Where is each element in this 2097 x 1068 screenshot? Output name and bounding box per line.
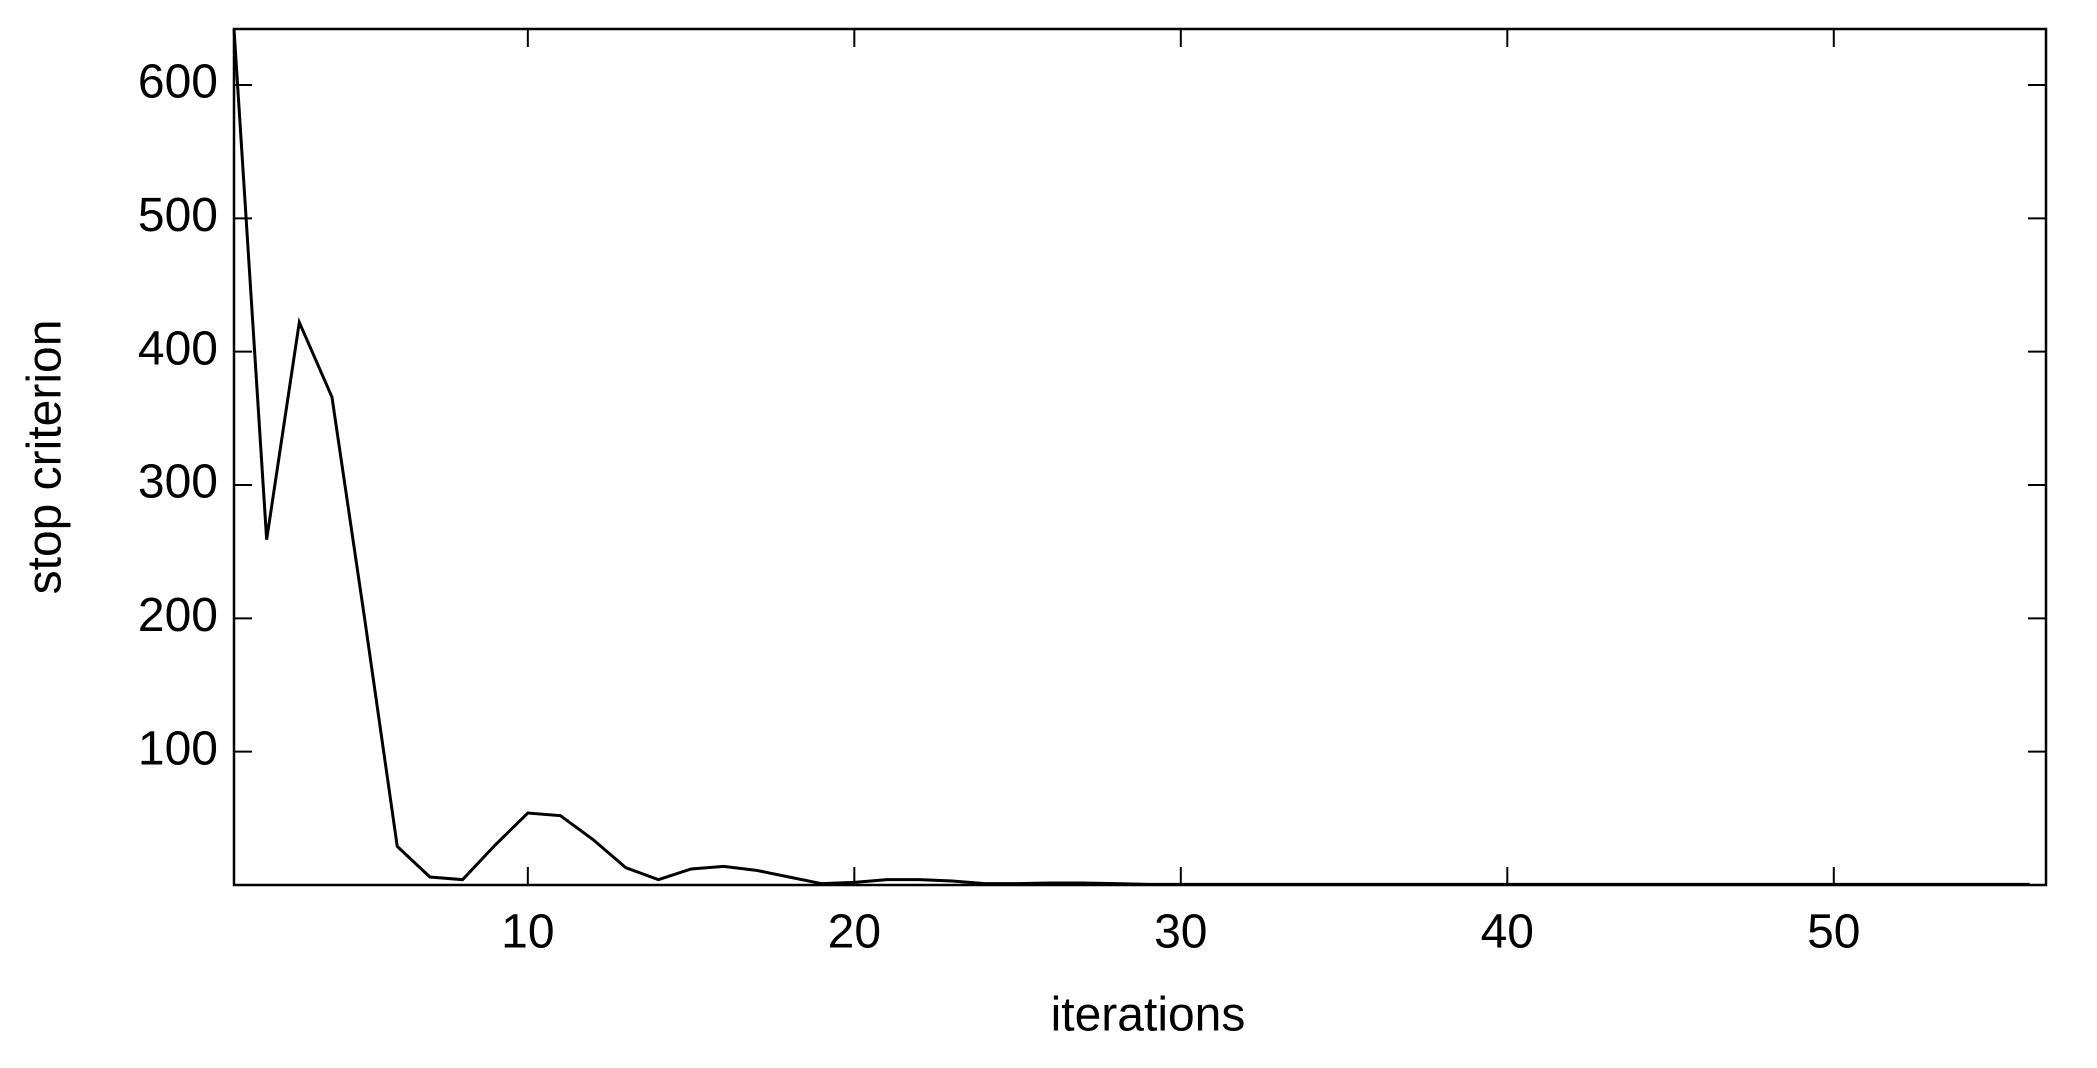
y-tick-label: 300 xyxy=(138,456,218,509)
x-tick-label: 20 xyxy=(828,906,881,959)
x-tick-label: 50 xyxy=(1807,906,1860,959)
line xyxy=(232,28,2030,886)
x-tick-label: 10 xyxy=(501,906,554,959)
y-tick-label: 500 xyxy=(138,189,218,242)
x-tick-label: 30 xyxy=(1154,906,1207,959)
y-tick-label: 400 xyxy=(138,322,218,375)
x-tick-label: 40 xyxy=(1481,906,1534,959)
plot-frame xyxy=(232,27,2048,887)
y-tick-label: 200 xyxy=(138,589,218,642)
y-axis-label: stop criterion xyxy=(19,320,72,595)
y-tick-label: 600 xyxy=(138,56,218,109)
y-tick-label: 100 xyxy=(138,722,218,775)
x-axis-label: iterations xyxy=(1051,989,1246,1042)
